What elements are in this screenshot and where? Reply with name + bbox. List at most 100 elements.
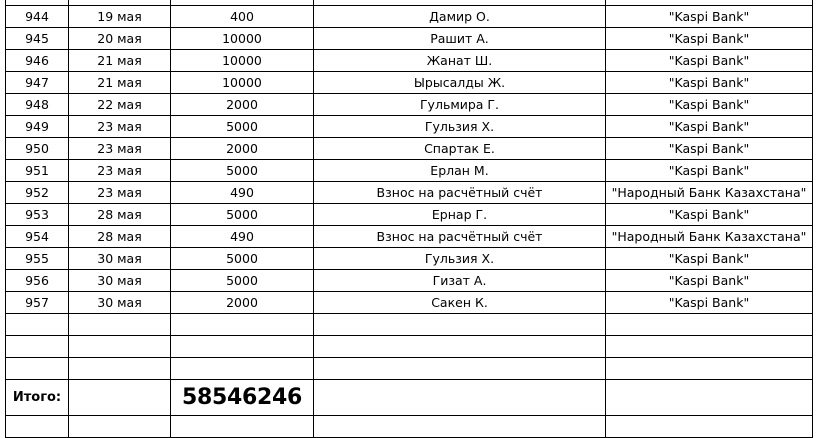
cell-date[interactable]: 21 мая [68, 71, 171, 94]
cell-row-number[interactable]: 951 [5, 159, 69, 182]
cell-payer-name[interactable]: Сакен К. [313, 291, 606, 314]
cell-row-number[interactable]: 947 [5, 71, 69, 94]
cell-date[interactable]: 20 мая [68, 27, 171, 50]
cell-total-date[interactable] [68, 379, 171, 416]
cell-payer-name[interactable]: Ернар Г. [313, 203, 606, 226]
cell-date[interactable]: 22 мая [68, 93, 171, 116]
cell-bank-name-empty[interactable] [605, 357, 813, 380]
cell-amount[interactable]: 2000 [170, 137, 314, 160]
cell-amount-empty[interactable] [170, 313, 314, 336]
cell-date[interactable]: 23 мая [68, 181, 171, 204]
cell-amount[interactable]: 5000 [170, 247, 314, 270]
cell-row-number[interactable]: 952 [5, 181, 69, 204]
cell-amount[interactable]: 10000 [170, 27, 314, 50]
cell-date[interactable]: 28 мая [68, 225, 171, 248]
cell-bank-name[interactable]: "Kaspi Bank" [605, 49, 813, 72]
cell-date-empty[interactable] [68, 313, 171, 336]
cell-total-bank[interactable] [605, 379, 813, 416]
cell-amount[interactable]: 10000 [170, 49, 314, 72]
spreadsheet-canvas: 944 19 мая 400 Дамир О. "Kaspi Bank" 945 20 ма… [5, 0, 813, 438]
cell-bank-name[interactable]: "Kaspi Bank" [605, 159, 813, 182]
cell-date[interactable]: 23 мая [68, 159, 171, 182]
cell-amount[interactable]: 5000 [170, 159, 314, 182]
cell-amount[interactable]: 2000 [170, 93, 314, 116]
cell-payer-name-trailing[interactable] [313, 415, 606, 438]
cell-row-number[interactable]: 950 [5, 137, 69, 160]
cell-row-number[interactable]: 956 [5, 269, 69, 292]
cell-payer-name[interactable]: Гульзия Х. [313, 115, 606, 138]
cell-total-value[interactable]: 58546246 [170, 379, 314, 416]
table-row: 951 23 мая 5000 Ерлан М. "Kaspi Bank" [5, 159, 813, 182]
cell-row-number[interactable]: 954 [5, 225, 69, 248]
cell-row-number[interactable]: 944 [5, 5, 69, 28]
cell-bank-name-empty[interactable] [605, 335, 813, 358]
cell-row-number[interactable]: 957 [5, 291, 69, 314]
cell-date-trailing[interactable] [68, 415, 171, 438]
cell-amount-empty[interactable] [170, 335, 314, 358]
cell-payer-name-empty[interactable] [313, 335, 606, 358]
cell-payer-name[interactable]: Гизат А. [313, 269, 606, 292]
cell-date-empty[interactable] [68, 335, 171, 358]
cell-bank-name[interactable]: "Kaspi Bank" [605, 203, 813, 226]
cell-amount[interactable]: 490 [170, 181, 314, 204]
cell-row-number[interactable]: 949 [5, 115, 69, 138]
cell-date[interactable]: 30 мая [68, 291, 171, 314]
cell-row-number-empty[interactable] [5, 335, 69, 358]
cell-total-name[interactable] [313, 379, 606, 416]
table-row: 953 28 мая 5000 Ернар Г. "Kaspi Bank" [5, 203, 813, 226]
cell-payer-name[interactable]: Жанат Ш. [313, 49, 606, 72]
cell-payer-name-empty[interactable] [313, 357, 606, 380]
cell-bank-name[interactable]: "Kaspi Bank" [605, 269, 813, 292]
cell-bank-name[interactable]: "Kaspi Bank" [605, 71, 813, 94]
cell-payer-name[interactable]: Дамир О. [313, 5, 606, 28]
cell-payer-name[interactable]: Взнос на расчётный счёт [313, 181, 606, 204]
table-scroll-region[interactable]: 944 19 мая 400 Дамир О. "Kaspi Bank" 945 20 ма… [5, 0, 813, 438]
cell-row-number-trailing[interactable] [5, 415, 69, 438]
cell-payer-name[interactable]: Рашит А. [313, 27, 606, 50]
cell-total-label[interactable]: Итого: [5, 379, 69, 416]
cell-amount[interactable]: 400 [170, 5, 314, 28]
cell-payer-name-empty[interactable] [313, 313, 606, 336]
cell-payer-name[interactable]: Гульмира Г. [313, 93, 606, 116]
cell-row-number-empty[interactable] [5, 357, 69, 380]
cell-bank-name[interactable]: "Kaspi Bank" [605, 27, 813, 50]
cell-date[interactable]: 21 мая [68, 49, 171, 72]
cell-date[interactable]: 19 мая [68, 5, 171, 28]
cell-amount[interactable]: 2000 [170, 291, 314, 314]
cell-bank-name[interactable]: "Народный Банк Казахстана" [605, 181, 813, 204]
cell-date[interactable]: 23 мая [68, 115, 171, 138]
cell-date[interactable]: 30 мая [68, 269, 171, 292]
cell-date[interactable]: 23 мая [68, 137, 171, 160]
cell-amount-empty[interactable] [170, 357, 314, 380]
cell-payer-name[interactable]: Ерлан М. [313, 159, 606, 182]
cell-date-empty[interactable] [68, 357, 171, 380]
cell-amount[interactable]: 490 [170, 225, 314, 248]
cell-row-number[interactable]: 953 [5, 203, 69, 226]
cell-bank-name-trailing[interactable] [605, 415, 813, 438]
cell-row-number[interactable]: 948 [5, 93, 69, 116]
cell-amount[interactable]: 10000 [170, 71, 314, 94]
cell-payer-name[interactable]: Спартак Е. [313, 137, 606, 160]
cell-row-number[interactable]: 946 [5, 49, 69, 72]
cell-payer-name[interactable]: Гульзия Х. [313, 247, 606, 270]
cell-payer-name[interactable]: Взнос на расчётный счёт [313, 225, 606, 248]
cell-date[interactable]: 28 мая [68, 203, 171, 226]
cell-bank-name[interactable]: "Kaspi Bank" [605, 291, 813, 314]
cell-bank-name[interactable]: "Kaspi Bank" [605, 137, 813, 160]
cell-bank-name-empty[interactable] [605, 313, 813, 336]
cell-amount-trailing[interactable] [170, 415, 314, 438]
cell-bank-name[interactable]: "Kaspi Bank" [605, 5, 813, 28]
cell-amount[interactable]: 5000 [170, 115, 314, 138]
table-body: 944 19 мая 400 Дамир О. "Kaspi Bank" 945 20 ма… [5, 0, 813, 438]
cell-amount[interactable]: 5000 [170, 203, 314, 226]
cell-payer-name[interactable]: Ырысалды Ж. [313, 71, 606, 94]
cell-bank-name[interactable]: "Kaspi Bank" [605, 93, 813, 116]
cell-row-number[interactable]: 945 [5, 27, 69, 50]
cell-bank-name[interactable]: "Kaspi Bank" [605, 247, 813, 270]
cell-row-number[interactable]: 955 [5, 247, 69, 270]
cell-amount[interactable]: 5000 [170, 269, 314, 292]
cell-bank-name[interactable]: "Kaspi Bank" [605, 115, 813, 138]
cell-bank-name[interactable]: "Народный Банк Казахстана" [605, 225, 813, 248]
cell-date[interactable]: 30 мая [68, 247, 171, 270]
cell-row-number-empty[interactable] [5, 313, 69, 336]
